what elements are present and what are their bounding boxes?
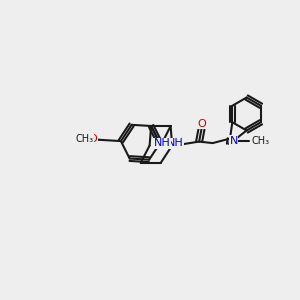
Text: NH: NH [167,138,184,148]
Text: N: N [230,136,238,146]
Text: O: O [88,134,97,144]
Text: CH₃: CH₃ [75,134,93,144]
Text: NH: NH [154,138,170,148]
Text: O: O [197,118,206,129]
Text: CH₃: CH₃ [252,136,270,146]
